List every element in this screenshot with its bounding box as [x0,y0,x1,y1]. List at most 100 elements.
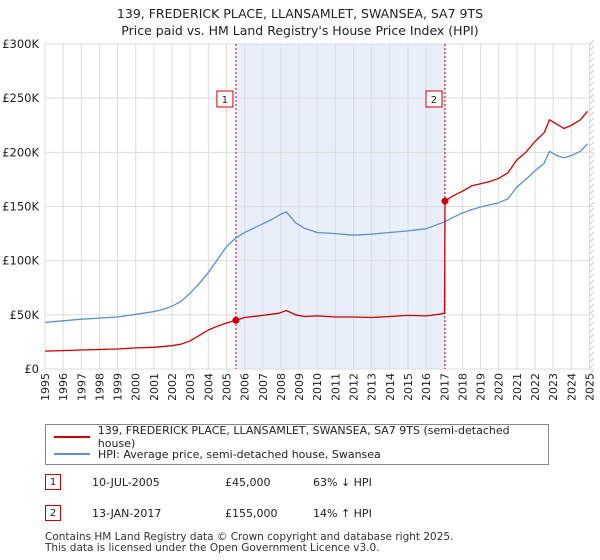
x-tick-label: 2015 [402,373,415,400]
x-tick-label: 2012 [348,373,361,400]
x-tick-label: 2019 [475,373,488,400]
hatch-line [589,285,595,291]
x-tick-label: 2003 [184,373,197,400]
hatch-line [589,123,595,129]
x-tick-label: 2010 [311,373,324,400]
x-tick-label: 2007 [257,373,270,400]
x-tick-label: 1997 [75,373,88,400]
sale-price: £45,000 [225,476,271,489]
footer-line-2: This data is licensed under the Open Gov… [45,542,380,554]
x-tick-label: 2002 [166,373,179,400]
x-tick-label: 2017 [438,373,451,400]
x-tick-label: 1998 [93,373,106,400]
hatch-line [589,237,595,243]
hatch-line [589,333,595,339]
hatch-line [589,87,595,93]
legend-item-property: 139, FREDERICK PLACE, LLANSAMLET, SWANSE… [54,424,548,450]
x-tick-label: 2024 [565,373,578,400]
sale-point [232,316,240,324]
hatch-line [589,57,595,63]
footer: Contains HM Land Registry data © Crown c… [45,532,453,554]
x-tick-label: 2000 [130,373,143,400]
hatch-line [589,129,595,135]
hatch-line [589,153,595,159]
price-chart: 1 2 £0 £50K £100K £150K £200K £250K £300K 1995 199… [2,37,596,400]
chart-title: 139, FREDERICK PLACE, LLANSAMLET, SWANSE… [116,6,484,21]
hatch-line [589,393,595,399]
hatch-line [589,345,595,351]
hatch-line [589,261,595,267]
sale-date: 10-JUL-2005 [92,476,160,489]
hatch-line [589,177,595,183]
hatch-line [589,279,595,285]
hatch-line [589,81,595,87]
sale-point [441,197,449,205]
hpi-line [44,143,589,324]
hatch-line [589,171,595,177]
hatch-line [589,291,595,297]
x-tick-label: 2022 [529,373,542,400]
hatch-line [589,315,595,321]
x-tick-label: 2004 [202,373,215,400]
x-tick-label: 2011 [329,373,342,400]
hatch-line [589,375,595,381]
x-tick-label: 2006 [239,373,252,400]
hatch-line [589,267,595,273]
hatch-line [589,111,595,117]
hatch-line [589,147,595,153]
hatch-line [589,69,595,75]
property-price-line [44,110,589,352]
sale-hpi-diff: 14% ↑ HPI [313,507,372,520]
sale-label-box [425,90,443,108]
hatch-line [589,105,595,111]
x-tick-label: 2005 [220,373,233,400]
legend-red-line [54,436,90,438]
hatch-line [589,363,595,369]
hatch-line [589,357,595,363]
x-tick-label: 2008 [275,373,288,400]
hatch-line [589,243,595,249]
x-tick-label: 1995 [39,373,52,400]
hatch-line [589,249,595,255]
x-tick-label: 2021 [511,373,524,400]
x-tick-label: 2020 [493,373,506,400]
legend-property-label: 139, FREDERICK PLACE, LLANSAMLET, SWANSE… [97,424,510,450]
legend-item-hpi: HPI: Average price, semi-detached house,… [54,446,381,462]
hatch-line [589,51,595,57]
chart-subtitle: Price paid vs. HM Land Registry's House … [121,23,479,38]
y-tick-label: £200K [2,145,39,159]
hatch-line [589,39,595,45]
hatch-line [589,351,595,357]
hatch-line [589,75,595,81]
legend-blue-line [54,453,90,455]
x-tick-label: 2013 [366,373,379,400]
hatch-line [589,183,595,189]
sale-label-number: 1 [222,95,228,106]
hatch-line [589,195,595,201]
legend: 139, FREDERICK PLACE, LLANSAMLET, SWANSE… [45,424,549,465]
y-tick-label: £250K [2,91,39,105]
y-tick-label: £100K [2,254,39,268]
hatch-line [589,321,595,327]
sale-marker-badge: 2 [45,505,61,521]
hatch-line [589,207,595,213]
y-tick-label: £50K [10,308,40,322]
hatch-line [589,387,595,393]
hatch-line [589,201,595,207]
y-tick-label: £0 [24,362,39,376]
hatch-line [589,369,595,375]
hatch-line [589,165,595,171]
hatch-line [589,255,595,261]
sale-label-number: 2 [431,95,437,106]
footer-line-1: Contains HM Land Registry data © Crown c… [45,531,454,543]
hatch-line [589,225,595,231]
x-tick-label: 2014 [384,373,397,400]
x-tick-label: 2001 [148,373,161,400]
hatch-line [589,303,595,309]
hatch-line [589,99,595,105]
hatch-line [589,381,595,387]
hatch-line [589,297,595,303]
y-tick-label: £150K [2,200,39,214]
hatch-line [589,231,595,237]
legend-hpi-label: HPI: Average price, semi-detached house,… [98,447,381,461]
